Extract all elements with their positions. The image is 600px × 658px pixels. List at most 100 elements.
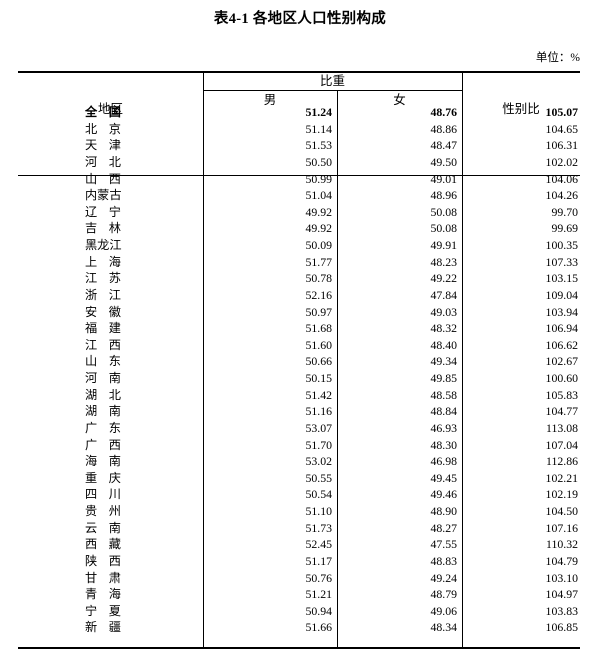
cell-male-share: 50.54 (305, 487, 332, 502)
table-row: 山西 50.99 49.01 104.06 (18, 171, 580, 188)
cell-sex-ratio: 110.32 (545, 537, 578, 552)
cell-sex-ratio: 100.60 (545, 371, 578, 385)
cell-sex-ratio: 104.26 (545, 188, 578, 203)
cell-male-share: 49.92 (305, 204, 332, 219)
cell-male-share: 51.21 (305, 587, 332, 602)
cell-female-share: 48.86 (430, 121, 457, 136)
cell-region: 甘肃 (85, 570, 121, 585)
cell-sex-ratio: 102.02 (545, 154, 578, 169)
cell-male-share: 50.76 (305, 570, 332, 585)
cell-male-share: 50.55 (305, 470, 332, 485)
cell-sex-ratio: 104.97 (545, 587, 578, 602)
cell-region: 广东 (85, 420, 121, 435)
cell-female-share: 48.79 (430, 587, 457, 602)
cell-sex-ratio: 104.06 (545, 171, 578, 186)
cell-sex-ratio: 100.35 (545, 238, 578, 252)
table-row: 浙江 52.16 47.84 109.04 (18, 287, 580, 304)
table-row: 吉林 49.92 50.08 99.69 (18, 220, 580, 237)
cell-sex-ratio: 103.10 (545, 570, 578, 585)
table-body: 全国 51.24 48.76 105.07 北京 51.14 48.86 104.65 天津 51… (18, 104, 580, 636)
cell-male-share: 49.92 (305, 221, 332, 236)
cell-sex-ratio: 103.94 (545, 304, 578, 319)
table-row: 宁夏 50.94 49.06 103.83 (18, 603, 580, 620)
cell-male-share: 51.14 (305, 121, 332, 136)
cell-female-share: 48.47 (430, 138, 457, 153)
cell-region: 湖南 (85, 404, 121, 419)
table-row: 云南 51.73 48.27 107.16 (18, 520, 580, 537)
cell-region: 全国 (85, 105, 121, 119)
cell-region: 浙江 (85, 287, 121, 302)
table-row: 广西 51.70 48.30 107.04 (18, 437, 580, 454)
cell-male-share: 50.66 (305, 354, 332, 369)
cell-region: 重庆 (85, 470, 121, 485)
cell-female-share: 49.50 (430, 154, 457, 169)
sex-ratio-column-divider (462, 73, 463, 648)
table-bottom-rule (18, 647, 580, 650)
cell-region: 四川 (85, 487, 121, 502)
cell-male-share: 51.24 (305, 105, 332, 119)
cell-sex-ratio: 107.33 (545, 254, 578, 269)
cell-male-share: 51.70 (305, 437, 332, 452)
cell-sex-ratio: 104.77 (545, 404, 578, 419)
cell-region: 山东 (85, 354, 121, 369)
table-row: 上海 51.77 48.23 107.33 (18, 254, 580, 271)
cell-female-share: 48.58 (430, 387, 457, 402)
cell-female-share: 49.45 (430, 470, 457, 485)
cell-region: 吉林 (85, 221, 121, 236)
cell-region: 北京 (85, 121, 121, 136)
cell-sex-ratio: 106.94 (545, 321, 578, 336)
column-header-female: 女 (393, 93, 406, 107)
population-sex-composition-table: 地区 比重 男 女 性别比 全国 51.24 48.76 105.07 北京 51.14 4… (18, 71, 580, 650)
cell-male-share: 51.04 (305, 188, 332, 203)
cell-female-share: 50.08 (430, 221, 457, 236)
table-top-rule (18, 71, 580, 74)
column-header-share-group: 比重 (319, 74, 345, 88)
table-row: 四川 50.54 49.46 102.19 (18, 486, 580, 503)
table-row: 山东 50.66 49.34 102.67 (18, 353, 580, 370)
cell-female-share: 49.06 (430, 603, 457, 618)
table-row: 贵州 51.10 48.90 104.50 (18, 503, 580, 520)
region-column-divider (203, 73, 204, 648)
cell-region: 安徽 (85, 304, 121, 319)
cell-sex-ratio: 105.07 (545, 105, 578, 119)
cell-female-share: 48.96 (430, 188, 457, 203)
table-row: 河南 50.15 49.85 100.60 (18, 370, 580, 387)
cell-female-share: 49.01 (430, 171, 457, 186)
cell-male-share: 50.97 (305, 304, 332, 319)
table-header-rule (18, 175, 580, 177)
cell-region: 江西 (85, 337, 121, 352)
cell-female-share: 49.46 (430, 487, 457, 502)
cell-male-share: 51.53 (305, 138, 332, 153)
cell-region: 西藏 (85, 537, 121, 552)
cell-female-share: 49.91 (430, 238, 457, 252)
cell-female-share: 47.84 (430, 287, 457, 302)
cell-male-share: 51.68 (305, 321, 332, 336)
cell-female-share: 48.32 (430, 321, 457, 336)
cell-male-share: 50.94 (305, 603, 332, 618)
cell-female-share: 49.22 (430, 271, 457, 286)
cell-female-share: 49.03 (430, 304, 457, 319)
cell-sex-ratio: 102.19 (545, 487, 578, 502)
cell-region: 宁夏 (85, 603, 121, 618)
cell-male-share: 52.16 (305, 287, 332, 302)
cell-male-share: 51.42 (305, 387, 332, 402)
cell-female-share: 48.90 (430, 504, 457, 518)
page-title: 表4-1 各地区人口性别构成 (213, 11, 387, 27)
cell-sex-ratio: 102.67 (545, 354, 578, 369)
cell-male-share: 51.16 (305, 404, 332, 419)
cell-region: 福建 (85, 321, 121, 336)
cell-female-share: 48.27 (430, 520, 457, 535)
table-row: 海南 53.02 46.98 112.86 (18, 453, 580, 470)
cell-female-share: 46.93 (430, 420, 457, 435)
cell-male-share: 51.77 (305, 254, 332, 269)
table-row: 福建 51.68 48.32 106.94 (18, 320, 580, 337)
cell-region: 海南 (85, 454, 121, 469)
column-header-region: 地区 (97, 102, 123, 116)
male-female-divider (337, 91, 338, 648)
cell-region: 河南 (85, 371, 121, 385)
table-row: 黑龙江 50.09 49.91 100.35 (18, 237, 580, 254)
table-row: 广东 53.07 46.93 113.08 (18, 420, 580, 437)
table-row: 甘肃 50.76 49.24 103.10 (18, 570, 580, 587)
cell-male-share: 50.99 (305, 171, 332, 186)
table-row: 内蒙古 51.04 48.96 104.26 (18, 187, 580, 204)
